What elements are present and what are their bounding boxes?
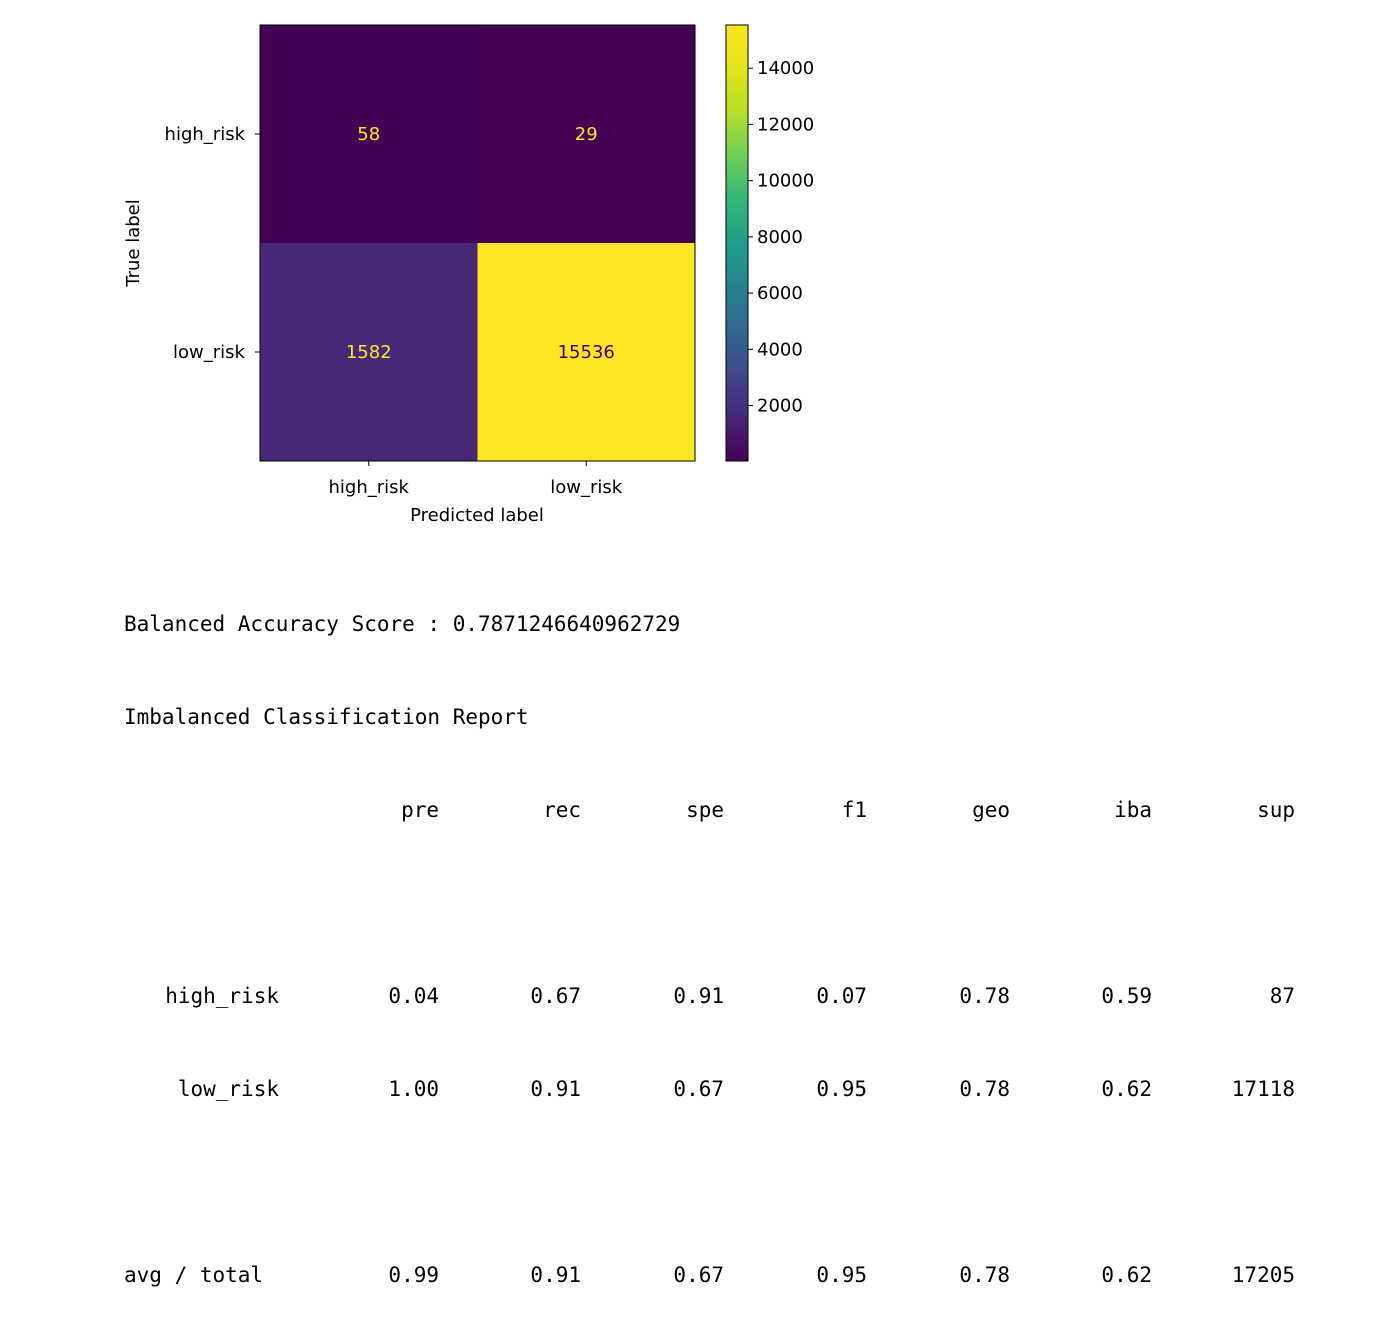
report-column-header: rec: [543, 798, 581, 822]
report-total-cell: 0.99: [388, 1263, 439, 1287]
report-column-header: sup: [1257, 798, 1295, 822]
report-total-cell: 0.62: [1101, 1263, 1152, 1287]
report-total-cell: 0.91: [530, 1263, 581, 1287]
classification-report: Balanced Accuracy Score : 0.787124664096…: [124, 547, 1295, 1322]
heatmap-cells: [260, 25, 696, 462]
report-column-header: pre: [401, 798, 439, 822]
y-axis-ticks: high_risk low_risk: [165, 124, 260, 363]
report-cell: 0.59: [1101, 984, 1152, 1008]
x-tick-label: high_risk: [329, 477, 410, 498]
x-axis-label: Predicted label: [410, 505, 544, 526]
report-cell: 0.78: [959, 1077, 1010, 1101]
heatmap-cell: [477, 25, 696, 244]
cell-value-label: 58: [357, 124, 380, 145]
y-tick-label: low_risk: [173, 342, 246, 363]
colorbar-tick-label: 8000: [757, 227, 803, 248]
y-axis-label: True label: [123, 199, 144, 288]
heatmap-cell: [260, 243, 478, 462]
report-total-cell: 17205: [1231, 1263, 1295, 1287]
heatmap-cell-labels: 58 29 1582 15536: [346, 124, 615, 363]
report-total-label: avg / total: [124, 1263, 264, 1287]
report-header-row: pre rec spe f1 geo iba sup: [124, 795, 1295, 826]
report-row: high_risk 0.04 0.67 0.91 0.07 0.78 0.59 87: [124, 981, 1295, 1012]
report-row: low_risk 1.00 0.91 0.67 0.95 0.78 0.62 17118: [124, 1074, 1295, 1105]
colorbar-ticks: 2000 4000 6000 8000 10000 12000 14000: [748, 58, 814, 417]
report-column-header: f1: [841, 798, 867, 822]
report-total-cell: 0.67: [673, 1263, 724, 1287]
plot-frame: [259, 24, 696, 462]
report-cell: 1.00: [388, 1077, 439, 1101]
report-cell: 17118: [1231, 1077, 1295, 1101]
y-tick-label: high_risk: [165, 124, 246, 145]
report-cell: 0.78: [959, 984, 1010, 1008]
report-cell: 0.67: [530, 984, 581, 1008]
heatmap-cell: [477, 243, 696, 462]
colorbar-tick-label: 2000: [757, 396, 803, 417]
report-cell: 0.67: [673, 1077, 724, 1101]
report-column-header: iba: [1114, 798, 1152, 822]
cell-value-label: 29: [575, 124, 598, 145]
report-column-header: spe: [686, 798, 724, 822]
x-tick-label: low_risk: [550, 477, 623, 498]
report-total-cell: 0.95: [816, 1263, 867, 1287]
report-cell: 0.07: [816, 984, 867, 1008]
report-cell: 87: [1269, 984, 1295, 1008]
colorbar-tick-label: 4000: [757, 339, 803, 360]
cell-value-label: 1582: [346, 342, 392, 363]
report-total-row: avg / total 0.99 0.91 0.67 0.95 0.78 0.62 17205: [124, 1260, 1295, 1291]
colorbar-tick-label: 12000: [757, 114, 814, 135]
heatmap-cell: [260, 25, 478, 244]
report-title: Imbalanced Classification Report: [124, 705, 529, 729]
colorbar-tick-label: 10000: [757, 171, 814, 192]
report-cell: 0.91: [530, 1077, 581, 1101]
x-axis-ticks: high_risk low_risk: [329, 461, 623, 498]
balanced-accuracy-line: Balanced Accuracy Score : 0.787124664096…: [124, 612, 681, 636]
report-cell: 0.95: [816, 1077, 867, 1101]
report-cell: 0.62: [1101, 1077, 1152, 1101]
report-row-label: low_risk: [177, 1077, 279, 1101]
report-row-label: high_risk: [165, 984, 279, 1008]
report-column-header: geo: [972, 798, 1010, 822]
report-cell: 0.04: [388, 984, 439, 1008]
colorbar: [725, 24, 749, 462]
report-total-cell: 0.78: [959, 1263, 1010, 1287]
cell-value-label: 15536: [558, 342, 615, 363]
colorbar-tick-label: 6000: [757, 283, 803, 304]
report-cell: 0.91: [673, 984, 724, 1008]
confusion-matrix-chart: 58 29 1582 15536 high_risk low_risk high_ris…: [123, 24, 814, 526]
colorbar-tick-label: 14000: [757, 58, 814, 79]
